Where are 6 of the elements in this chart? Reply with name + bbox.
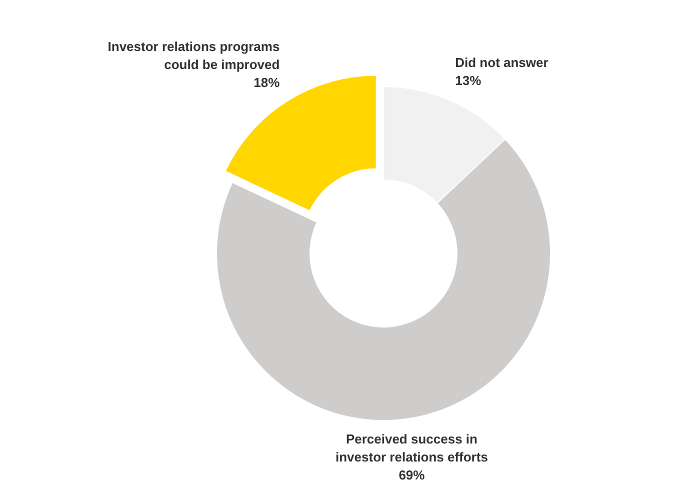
slice-label: Investor relations programs could be improved [108,38,280,72]
data-label: 69% [398,468,426,483]
data-label: 13% [455,72,482,88]
data-label: 18% [254,74,280,90]
slice-label: Did not answer [455,54,548,70]
slice-label: Perceived success in investor relations efforts [336,432,488,465]
